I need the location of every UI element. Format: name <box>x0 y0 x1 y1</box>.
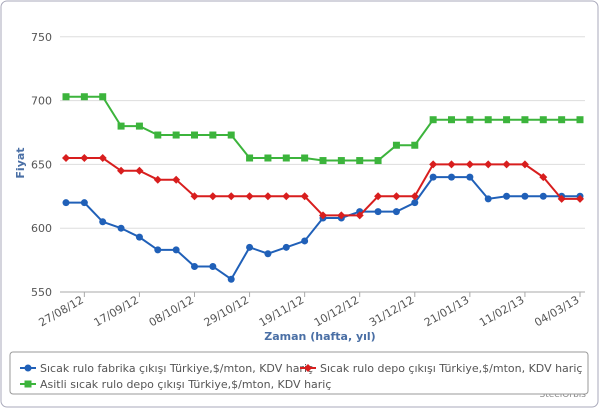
point <box>209 262 217 270</box>
point <box>246 243 254 251</box>
point <box>466 116 474 124</box>
y-tick-label: 650 <box>31 158 52 171</box>
point <box>24 380 32 388</box>
point <box>172 175 181 184</box>
point <box>429 173 437 181</box>
point <box>539 173 548 182</box>
point <box>465 160 474 169</box>
point <box>356 157 364 165</box>
point <box>154 131 162 139</box>
point <box>190 192 199 201</box>
y-tick-label: 600 <box>31 222 52 235</box>
legend-box <box>9 351 589 395</box>
point <box>521 192 529 200</box>
point <box>62 199 70 207</box>
point <box>62 154 70 162</box>
point <box>319 157 327 165</box>
point <box>448 173 455 181</box>
point <box>191 131 198 139</box>
point <box>62 93 70 101</box>
point <box>355 211 364 220</box>
point <box>448 116 455 124</box>
point <box>466 173 474 181</box>
point <box>484 160 493 169</box>
point <box>374 157 382 165</box>
point <box>337 211 346 220</box>
point <box>319 211 327 220</box>
point <box>502 160 511 169</box>
point <box>447 160 456 169</box>
point <box>245 192 254 201</box>
y-axis-title: Fiyat <box>14 147 27 178</box>
point <box>263 192 272 201</box>
point <box>503 192 511 200</box>
point <box>172 131 180 139</box>
y-tick-label: 750 <box>31 31 52 44</box>
point <box>392 141 400 149</box>
point <box>411 141 419 149</box>
x-axis-title: Zaman (hafta, yıl) <box>264 330 375 343</box>
point <box>117 224 125 232</box>
point <box>282 243 290 251</box>
point <box>172 246 180 254</box>
point <box>264 250 272 258</box>
point <box>503 116 511 124</box>
point <box>191 262 198 270</box>
point <box>429 116 437 124</box>
point <box>557 194 566 203</box>
point <box>304 364 312 372</box>
point <box>154 246 162 254</box>
point <box>411 199 419 207</box>
point <box>227 131 235 139</box>
point <box>520 160 529 169</box>
y-tick-label: 550 <box>31 286 52 299</box>
point <box>282 192 291 201</box>
legend-label: Sıcak rulo depo çıkışı Türkiye,$/mton, K… <box>320 362 582 375</box>
point <box>392 192 401 201</box>
point <box>117 122 125 130</box>
point <box>374 208 382 216</box>
point <box>558 116 566 124</box>
point <box>392 208 400 216</box>
point <box>410 192 419 201</box>
point <box>208 192 217 201</box>
point <box>264 154 272 162</box>
legend-label: Sıcak rulo fabrika çıkışı Türkiye,$/mton… <box>40 362 313 375</box>
point <box>484 195 492 203</box>
credit: SteelOrbis <box>539 390 586 400</box>
point <box>24 364 32 372</box>
point <box>576 194 584 203</box>
point <box>374 192 383 201</box>
point <box>135 122 143 130</box>
legend-label: Asitli sıcak rulo depo çıkışı Türkiye,$/… <box>40 378 331 391</box>
point <box>484 116 492 124</box>
point <box>80 154 89 162</box>
point <box>539 116 547 124</box>
point <box>80 93 88 101</box>
y-tick-label: 700 <box>31 95 52 108</box>
point <box>227 192 236 201</box>
point <box>117 166 126 175</box>
point <box>98 154 107 162</box>
point <box>576 116 584 124</box>
point <box>153 175 162 184</box>
point <box>99 218 107 226</box>
point <box>246 154 254 162</box>
point <box>521 116 529 124</box>
point <box>429 160 438 169</box>
point <box>301 154 309 162</box>
point <box>539 192 547 200</box>
point <box>80 199 88 207</box>
point <box>209 131 217 139</box>
point <box>337 157 345 165</box>
point <box>282 154 290 162</box>
point <box>99 93 107 101</box>
point <box>300 192 309 201</box>
point <box>301 237 309 245</box>
point <box>227 275 235 283</box>
point <box>135 166 144 175</box>
point <box>135 233 143 241</box>
